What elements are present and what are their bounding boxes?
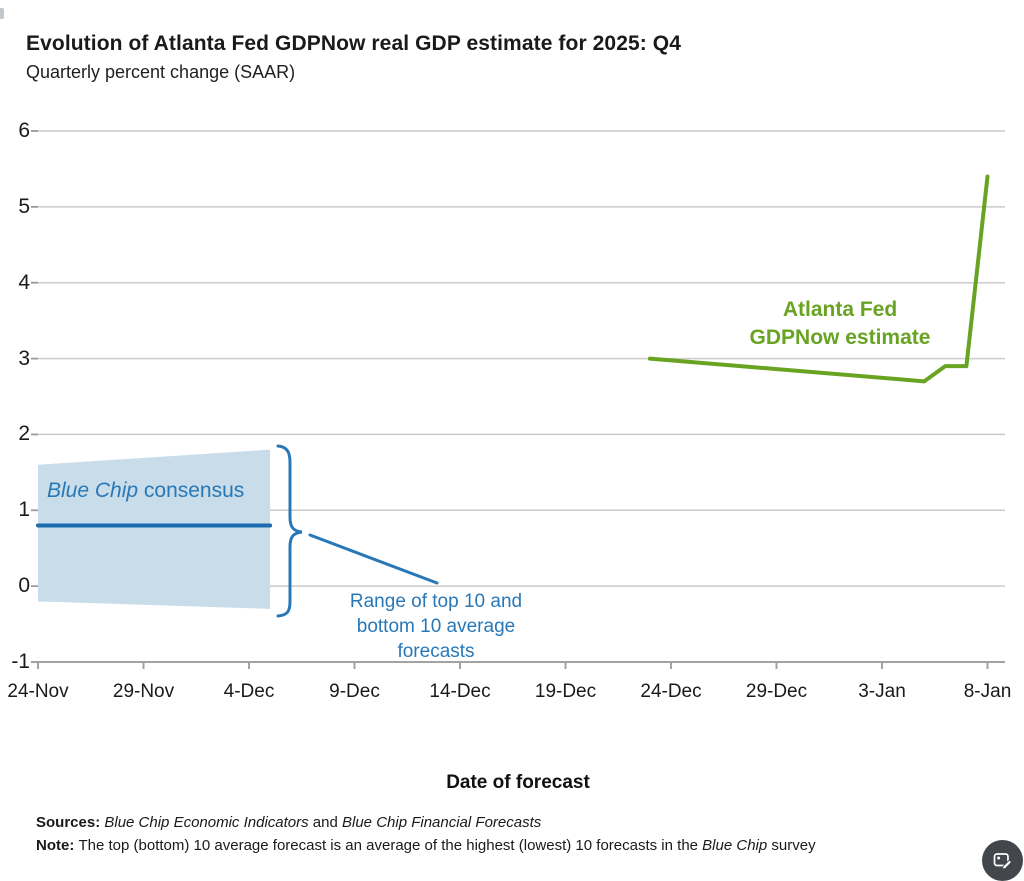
note-italic: Blue Chip bbox=[702, 837, 768, 854]
x-tick-label: 14-Dec bbox=[429, 681, 491, 702]
y-tick-label: 5 bbox=[18, 194, 30, 218]
y-tick-label: 2 bbox=[18, 422, 30, 446]
edge-artifact bbox=[0, 8, 4, 19]
range-annotation-label: Range of top 10 and bottom 10 average fo… bbox=[318, 589, 554, 664]
note-line: Note: The top (bottom) 10 average foreca… bbox=[36, 837, 816, 854]
note-text-post: survey bbox=[767, 837, 816, 854]
note-text-pre: The top (bottom) 10 average forecast is … bbox=[78, 837, 703, 854]
range-annotation-line1: Range of top 10 and bbox=[349, 591, 523, 612]
x-axis-title: Date of forecast bbox=[446, 772, 590, 793]
gdpnow-series-label-line2: GDPNow estimate bbox=[749, 326, 931, 349]
x-tick-label: 3-Jan bbox=[858, 681, 906, 702]
sources-line: Sources: Blue Chip Economic Indicators a… bbox=[36, 814, 541, 831]
sources-label: Sources: bbox=[36, 814, 105, 831]
x-tick-label: 29-Dec bbox=[745, 681, 808, 702]
y-tick-label: 3 bbox=[18, 346, 30, 370]
bluechip-consensus-label: Blue Chip consensus bbox=[47, 479, 244, 503]
x-tick-label: 29-Nov bbox=[112, 681, 175, 702]
gdpnow-series-label-line1: Atlanta Fed bbox=[782, 298, 898, 321]
chart-subtitle: Quarterly percent change (SAAR) bbox=[26, 62, 296, 82]
x-tick-label: 19-Dec bbox=[534, 681, 597, 702]
y-tick-label: 0 bbox=[18, 574, 30, 598]
y-tick-label: 6 bbox=[18, 119, 30, 142]
source-1: Blue Chip Economic Indicators bbox=[104, 814, 309, 831]
range-annotation-line3: forecasts bbox=[397, 641, 475, 662]
image-edit-button[interactable] bbox=[982, 840, 1023, 881]
x-tick-label: 24-Dec bbox=[640, 681, 702, 702]
gdpnow-line bbox=[647, 174, 990, 384]
sources-joiner: and bbox=[308, 814, 342, 831]
bluechip-consensus-label-regular: consensus bbox=[138, 479, 245, 502]
bluechip-range-band bbox=[38, 449, 271, 609]
source-2: Blue Chip Financial Forecasts bbox=[342, 814, 542, 831]
bluechip-consensus-label-italic: Blue Chip bbox=[47, 479, 139, 502]
range-leader-line bbox=[308, 533, 439, 585]
x-tick-label: 9-Dec bbox=[329, 681, 380, 702]
x-tick-label: 4-Dec bbox=[223, 681, 275, 702]
note-label: Note: bbox=[36, 837, 79, 854]
x-tick-label: 24-Nov bbox=[7, 681, 69, 702]
y-tick-label: 1 bbox=[18, 498, 30, 522]
range-bracket bbox=[276, 444, 303, 618]
gdpnow-series-label: Atlanta Fed GDPNow estimate bbox=[715, 296, 965, 352]
x-tick-label: 8-Jan bbox=[963, 681, 1012, 702]
image-edit-icon bbox=[993, 852, 1011, 870]
chart-title: Evolution of Atlanta Fed GDPNow real GDP… bbox=[26, 32, 682, 55]
range-annotation-line2: bottom 10 average bbox=[356, 616, 516, 637]
y-tick-label: 4 bbox=[18, 270, 30, 294]
y-tick-label: -1 bbox=[11, 650, 30, 673]
